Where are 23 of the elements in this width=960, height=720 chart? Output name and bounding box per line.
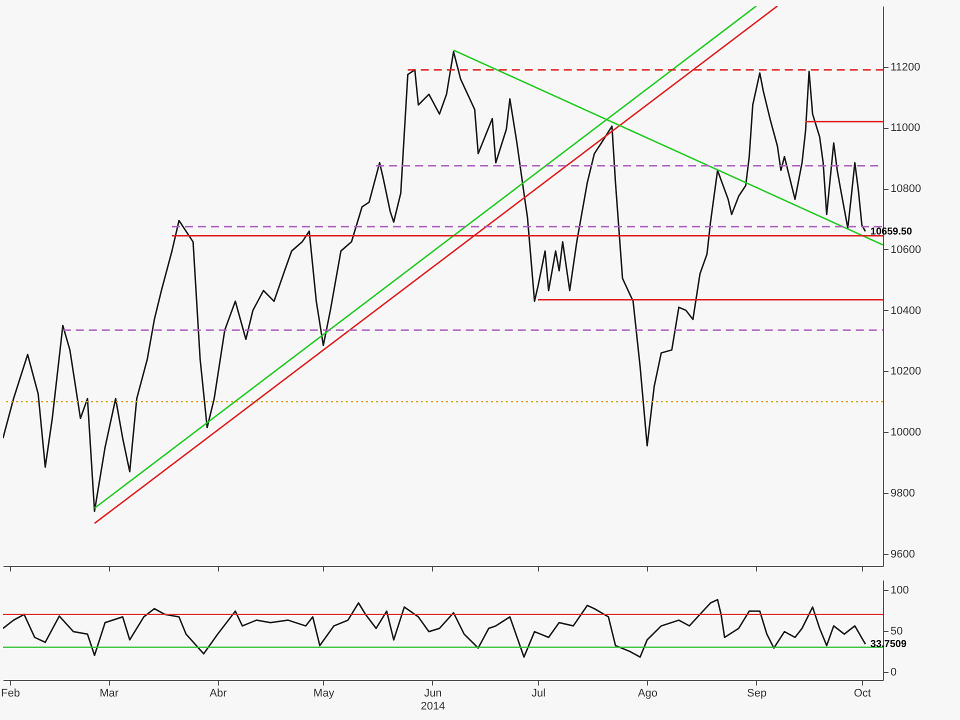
y-tick-label: 9800 — [890, 487, 915, 500]
x-tick-label: Jun 2014 — [420, 688, 446, 712]
y-tick-label: 9600 — [890, 548, 915, 560]
line-series — [3, 50, 866, 512]
x-tick-label: May — [313, 688, 335, 700]
x-tick-label: Mar — [100, 688, 119, 700]
line-series — [3, 598, 866, 658]
y-tick-label: 11000 — [890, 122, 920, 134]
y-tick-label: 10600 — [890, 244, 922, 256]
x-tick-label: Jul — [532, 688, 546, 700]
x-tick-label: Sep — [746, 688, 767, 700]
x-tick-label: Feb — [1, 688, 20, 700]
y-tick-label: 10400 — [890, 304, 922, 317]
y-tick-label: 50 — [890, 625, 903, 638]
x-tick-label: Ago — [638, 688, 658, 700]
y-tick-label: 10200 — [890, 366, 922, 378]
x-tick-label: Abr — [210, 688, 228, 700]
y-tick-label: 10800 — [890, 183, 922, 196]
x-tick-label: Oct — [854, 688, 871, 700]
y-tick-label: 11200 — [890, 61, 920, 74]
y-tick-label: 10000 — [890, 426, 922, 439]
y-tick-label: 100 — [890, 584, 909, 596]
y-tick-label: 0 — [890, 666, 897, 678]
